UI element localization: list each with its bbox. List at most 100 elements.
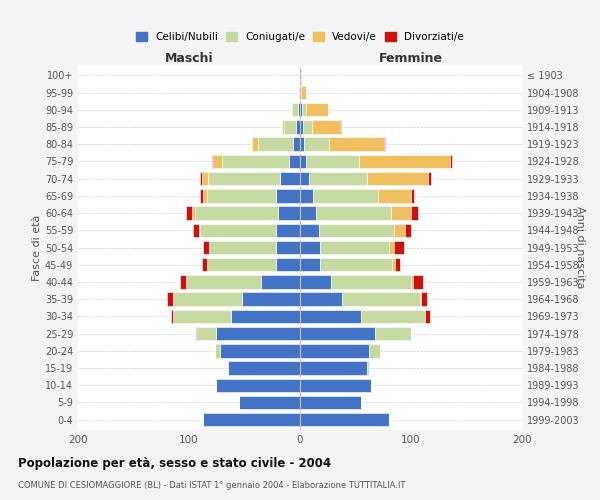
Y-axis label: Anni di nascita: Anni di nascita: [575, 206, 585, 289]
Bar: [242, 292, 300, 306]
Bar: [202, 172, 208, 186]
Bar: [200, 224, 275, 237]
Bar: [361, 310, 425, 323]
Text: Femmine: Femmine: [379, 52, 443, 65]
Bar: [300, 344, 369, 358]
Bar: [194, 206, 278, 220]
Bar: [215, 344, 220, 358]
Bar: [173, 292, 242, 306]
Bar: [291, 103, 292, 117]
Bar: [227, 362, 228, 374]
Bar: [173, 310, 231, 323]
Bar: [411, 275, 413, 288]
Bar: [258, 138, 293, 151]
Bar: [300, 327, 376, 340]
Bar: [342, 292, 420, 306]
Bar: [239, 396, 300, 409]
Bar: [252, 138, 258, 151]
Bar: [392, 258, 395, 272]
Bar: [275, 189, 300, 202]
Bar: [212, 154, 214, 168]
Bar: [300, 310, 361, 323]
Bar: [376, 327, 411, 340]
Bar: [320, 258, 392, 272]
Bar: [275, 258, 300, 272]
Bar: [185, 206, 193, 220]
Bar: [428, 172, 431, 186]
Bar: [261, 275, 300, 288]
Bar: [395, 258, 400, 272]
Bar: [293, 138, 300, 151]
Bar: [284, 120, 296, 134]
Bar: [340, 120, 341, 134]
Bar: [319, 224, 394, 237]
Bar: [304, 120, 312, 134]
Bar: [202, 258, 207, 272]
Bar: [300, 241, 320, 254]
Bar: [215, 378, 300, 392]
Bar: [171, 310, 173, 323]
Bar: [450, 154, 452, 168]
Bar: [316, 206, 391, 220]
Bar: [300, 68, 301, 82]
Bar: [278, 206, 300, 220]
Bar: [300, 206, 316, 220]
Bar: [300, 189, 313, 202]
Bar: [300, 275, 331, 288]
Bar: [331, 275, 411, 288]
Bar: [197, 327, 215, 340]
Bar: [369, 344, 380, 358]
Bar: [359, 154, 450, 168]
Bar: [298, 103, 300, 117]
Bar: [228, 362, 300, 374]
Bar: [209, 241, 275, 254]
Bar: [167, 292, 173, 306]
Bar: [300, 172, 309, 186]
Bar: [208, 172, 280, 186]
Bar: [203, 413, 300, 426]
Bar: [299, 68, 300, 82]
Bar: [406, 224, 411, 237]
Bar: [180, 275, 185, 288]
Bar: [289, 154, 300, 168]
Bar: [367, 362, 369, 374]
Bar: [203, 189, 207, 202]
Bar: [411, 206, 418, 220]
Bar: [300, 86, 301, 100]
Bar: [309, 172, 367, 186]
Bar: [302, 103, 305, 117]
Bar: [207, 189, 275, 202]
Bar: [300, 154, 305, 168]
Bar: [231, 310, 300, 323]
Bar: [394, 241, 404, 254]
Bar: [275, 241, 300, 254]
Bar: [320, 241, 389, 254]
Bar: [292, 103, 298, 117]
Bar: [185, 275, 261, 288]
Y-axis label: Fasce di età: Fasce di età: [32, 214, 42, 280]
Bar: [420, 292, 421, 306]
Bar: [196, 327, 197, 340]
Bar: [200, 172, 202, 186]
Bar: [200, 189, 203, 202]
Bar: [299, 86, 300, 100]
Bar: [305, 154, 359, 168]
Bar: [203, 241, 209, 254]
Bar: [300, 224, 319, 237]
Bar: [193, 206, 194, 220]
Bar: [300, 120, 304, 134]
Bar: [298, 86, 299, 100]
Bar: [300, 378, 371, 392]
Bar: [193, 224, 199, 237]
Bar: [300, 103, 302, 117]
Bar: [300, 258, 320, 272]
Bar: [389, 241, 394, 254]
Text: Maschi: Maschi: [164, 52, 214, 65]
Bar: [421, 292, 427, 306]
Bar: [394, 224, 406, 237]
Text: Popolazione per età, sesso e stato civile - 2004: Popolazione per età, sesso e stato civil…: [18, 458, 331, 470]
Bar: [413, 275, 423, 288]
Bar: [215, 327, 300, 340]
Bar: [214, 154, 223, 168]
Text: COMUNE DI CESIOMAGGIORE (BL) - Dati ISTAT 1° gennaio 2004 - Elaborazione TUTTITA: COMUNE DI CESIOMAGGIORE (BL) - Dati ISTA…: [18, 481, 406, 490]
